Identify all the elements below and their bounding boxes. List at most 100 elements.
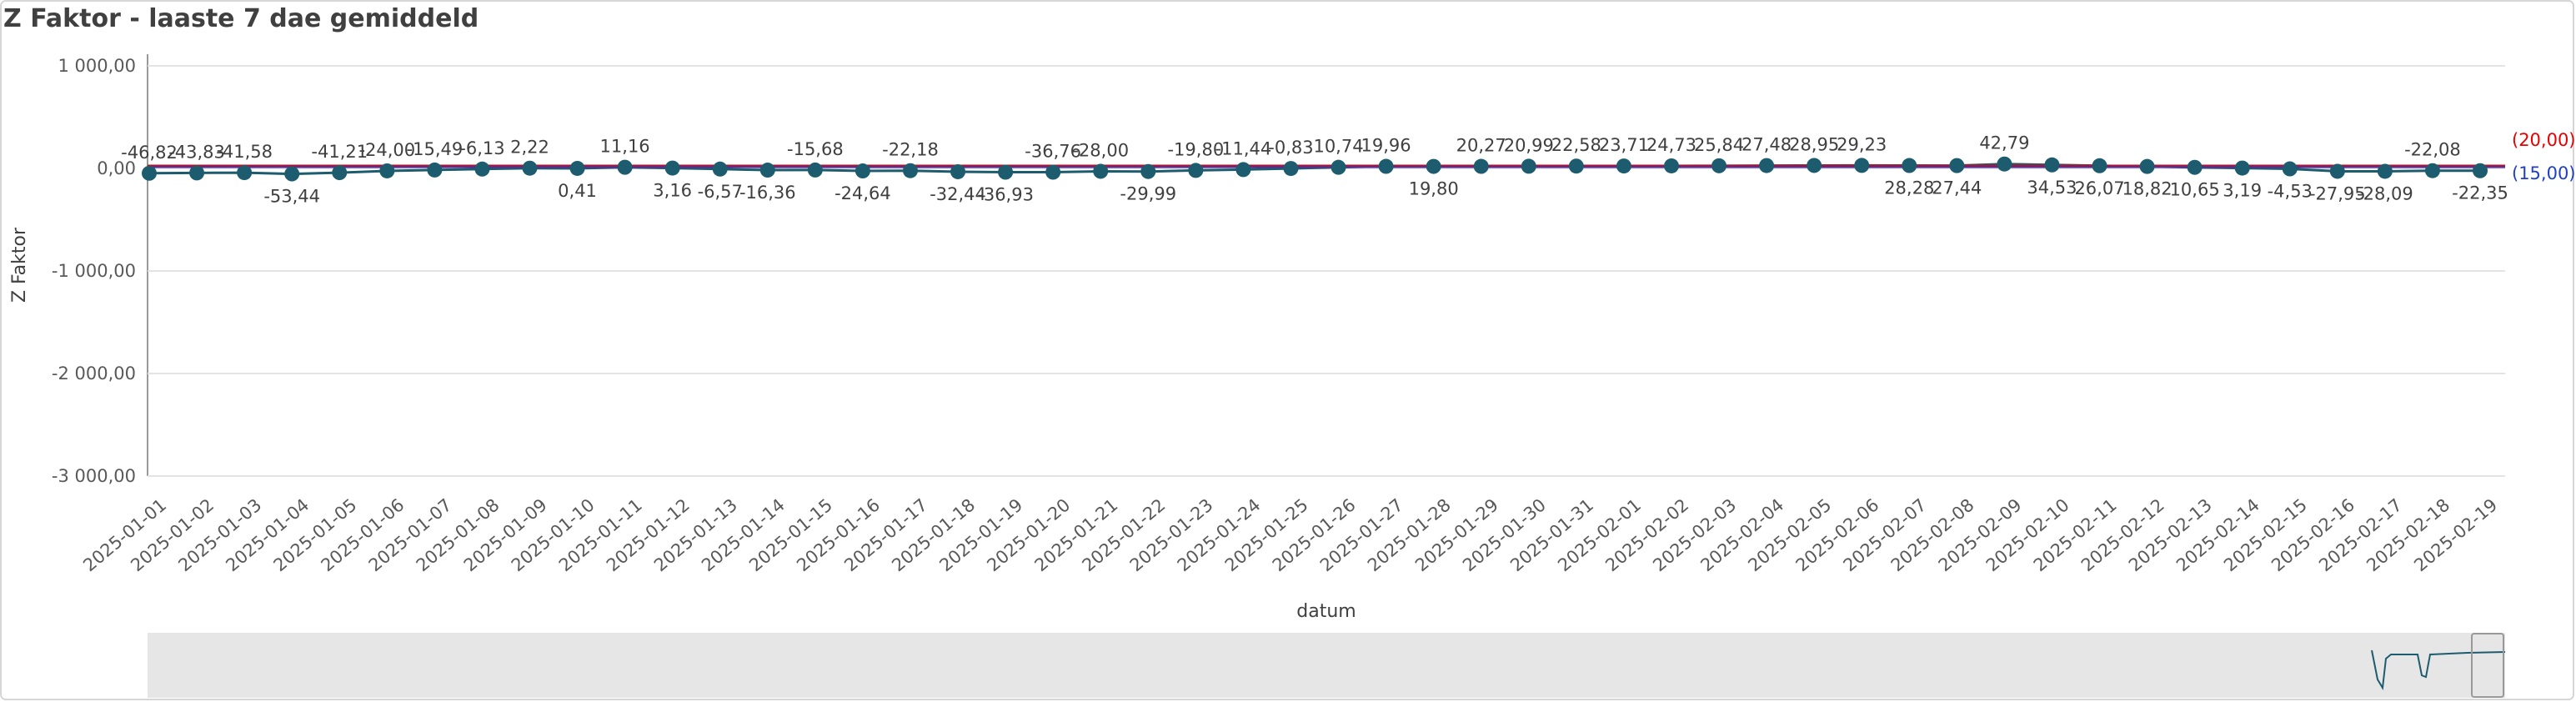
point (998, 164, 1014, 180)
data-label: 28,95 (1789, 134, 1839, 154)
chart-title: Z Faktor - laaste 7 dae gemiddeld (3, 4, 479, 33)
data-label: 29,23 (1837, 134, 1887, 154)
data-label: 25,84 (1694, 135, 1744, 155)
point (1473, 158, 1489, 174)
point (2092, 158, 2107, 173)
data-label: 34,53 (2027, 178, 2077, 198)
point (807, 162, 823, 178)
data-label: -32,44 (930, 184, 986, 204)
data-label: 24,73 (1646, 135, 1696, 155)
data-label: 11,16 (600, 137, 650, 157)
point (1378, 158, 1394, 174)
point (284, 166, 300, 182)
data-label: -24,00 (358, 140, 415, 160)
data-label: 19,96 (1361, 136, 1411, 156)
data-label: 42,79 (1979, 133, 2029, 153)
point (1093, 163, 1109, 179)
data-label: -4,53 (2268, 182, 2313, 202)
point (1807, 158, 1822, 173)
data-label: 10,65 (2170, 180, 2220, 200)
point (474, 161, 490, 177)
data-label: 19,80 (1409, 179, 1459, 199)
data-label: 27,44 (1932, 178, 1982, 198)
point (902, 163, 918, 178)
data-label: -6,13 (459, 138, 504, 158)
point (2424, 163, 2440, 178)
navigator-preview (2371, 649, 2506, 691)
data-label: 10,74 (1313, 137, 1363, 157)
data-label: -36,93 (977, 185, 1034, 205)
point (2329, 163, 2345, 179)
data-label: -28,09 (2357, 183, 2413, 203)
point (1045, 164, 1061, 180)
data-label: -15,49 (407, 139, 464, 159)
data-label: 3,19 (2223, 181, 2262, 201)
point (1521, 158, 1536, 174)
data-label: -16,36 (739, 183, 796, 203)
y-tick-label: -1 000,00 (52, 261, 136, 281)
point (142, 165, 157, 181)
point (237, 165, 253, 181)
navigator-handle[interactable] (2471, 633, 2504, 698)
data-label: 2,22 (510, 138, 549, 158)
point (712, 161, 728, 177)
point (427, 162, 443, 178)
data-label: -46,82 (121, 143, 178, 163)
data-label: -41,58 (216, 142, 273, 162)
point (332, 165, 348, 181)
y-tick-label: -3 000,00 (52, 466, 136, 486)
point (1426, 158, 1441, 174)
navigator[interactable] (148, 633, 2505, 698)
y-tick-label: 1 000,00 (58, 56, 136, 76)
data-label: -22,35 (2452, 183, 2508, 203)
data-label: 28,28 (1884, 178, 1934, 198)
point (664, 160, 680, 176)
point (950, 163, 966, 179)
data-label: 26,07 (2074, 178, 2124, 198)
point (1997, 156, 2012, 172)
point (2139, 158, 2155, 174)
data-label: 0,41 (558, 181, 597, 201)
point (617, 159, 633, 175)
data-label: -43,83 (168, 142, 225, 162)
point (1711, 158, 1727, 173)
point (1331, 159, 1346, 175)
point (1663, 158, 1679, 173)
point (1902, 158, 1917, 173)
data-label: -22,18 (882, 140, 939, 160)
point (2377, 163, 2393, 179)
point (854, 163, 870, 179)
y-tick-label: -2 000,00 (52, 364, 136, 384)
data-label: 18,82 (2122, 179, 2173, 199)
point (2473, 163, 2488, 178)
point (759, 163, 775, 178)
data-label: 22,58 (1551, 135, 1601, 155)
point (189, 165, 205, 181)
point (2044, 157, 2060, 173)
reference-label: (15,00) (2512, 163, 2574, 183)
data-label: -19,80 (1167, 139, 1224, 159)
point (1854, 158, 1870, 173)
data-label: -41,21 (311, 142, 368, 162)
reference-label: (20,00) (2512, 130, 2574, 150)
data-label: -22,08 (2404, 140, 2461, 160)
point (1188, 163, 1204, 178)
data-label: -36,76 (1025, 142, 1081, 162)
data-label: -27,95 (2309, 183, 2366, 203)
data-label: 27,48 (1742, 135, 1792, 155)
point (1759, 158, 1775, 173)
point (1949, 158, 1965, 173)
data-label: 20,99 (1504, 135, 1554, 155)
point (379, 163, 395, 178)
y-tick-label: 0,00 (97, 158, 136, 178)
point (522, 160, 538, 176)
data-label: 3,16 (653, 181, 692, 201)
point (1140, 163, 1156, 179)
x-axis-label: datum (1296, 601, 1356, 622)
data-label: -24,64 (834, 183, 891, 203)
data-label: -11,44 (1215, 138, 1272, 158)
data-label: 20,27 (1456, 136, 1506, 156)
point (2187, 159, 2203, 175)
